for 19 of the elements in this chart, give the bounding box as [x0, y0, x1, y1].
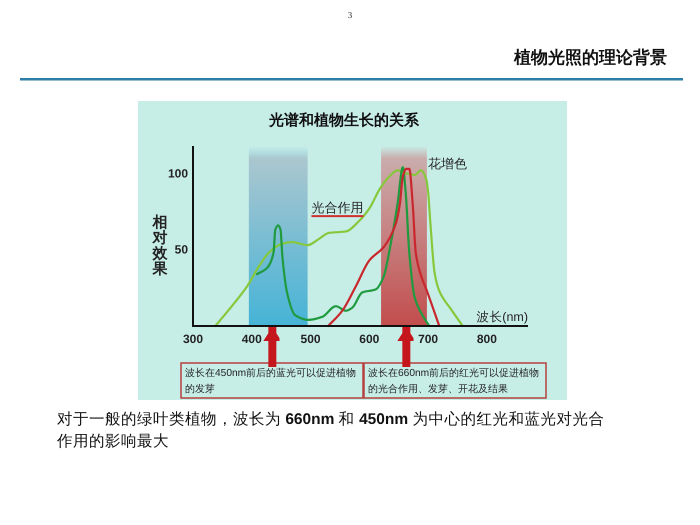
line-series [214, 169, 464, 328]
x-tick-label: 500 [300, 332, 321, 346]
annotation: 波长在450nm前后的蓝光可以促进植物的发芽 [185, 367, 356, 395]
y-tick-label: 100 [168, 166, 188, 180]
x-tick-label: 600 [359, 332, 380, 346]
annotation: 光合作用 [311, 200, 364, 216]
band-label: 花增色 [428, 156, 467, 171]
text: 3 [348, 10, 353, 20]
x-tick-label: 800 [476, 332, 498, 346]
text: 植物光照的理论背景 [513, 48, 667, 67]
x-tick-label: 400 [242, 332, 262, 346]
annotation: 波长在660nm前后的红光可以促进植物的光合作用、发芽、开花及结果 [368, 367, 540, 395]
x-axis-title: 波长(nm) [476, 310, 528, 324]
text: 对于一般的绿叶类植物，波长为 660nm 和 450nm 为中心的红光和蓝光对光合作用的影响最大 [57, 411, 604, 450]
chart-subtitle: 光谱和植物生长的关系 [268, 111, 420, 129]
y-axis-title: 相对效果 [152, 214, 168, 278]
y-tick-label: 50 [174, 242, 188, 257]
x-tick-label: 300 [182, 332, 204, 346]
x-tick-label: 700 [418, 332, 438, 346]
